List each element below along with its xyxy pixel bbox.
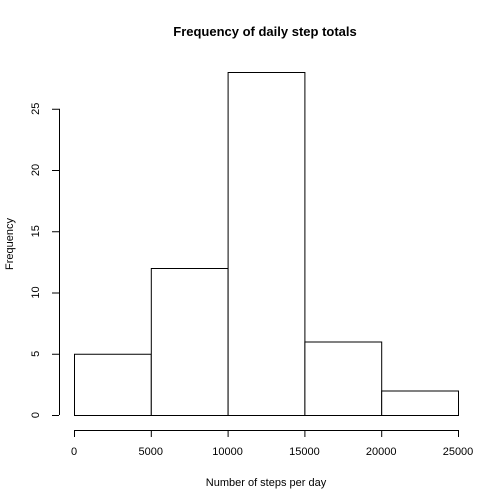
y-tick-label: 25 [30,103,42,115]
y-tick-label: 15 [30,225,42,237]
histogram-bar-5 [381,390,460,416]
y-tick-label: 20 [30,164,42,176]
x-tick-label: 25000 [443,446,474,458]
x-tick-label: 0 [71,446,77,458]
histogram-bar-1 [74,353,152,416]
histogram-bar-2 [150,268,229,416]
x-tick-label: 20000 [366,446,397,458]
x-axis-label: Number of steps per day [206,477,327,489]
y-axis: 0 5 10 15 20 25 [30,103,60,418]
histogram-bar-4 [304,341,383,416]
y-tick-label: 10 [30,286,42,298]
x-tick-label: 5000 [139,446,163,458]
y-axis-label: Frequency [4,218,16,270]
histogram-bar-3 [227,72,306,416]
x-axis: 0 5000 10000 15000 20000 25000 [71,430,473,458]
bars-group [74,72,460,416]
x-tick-label: 15000 [289,446,320,458]
y-tick-label: 0 [30,412,42,418]
y-tick-label: 5 [30,351,42,357]
x-tick-label: 10000 [212,446,243,458]
chart-title: Frequency of daily step totals [173,24,357,39]
